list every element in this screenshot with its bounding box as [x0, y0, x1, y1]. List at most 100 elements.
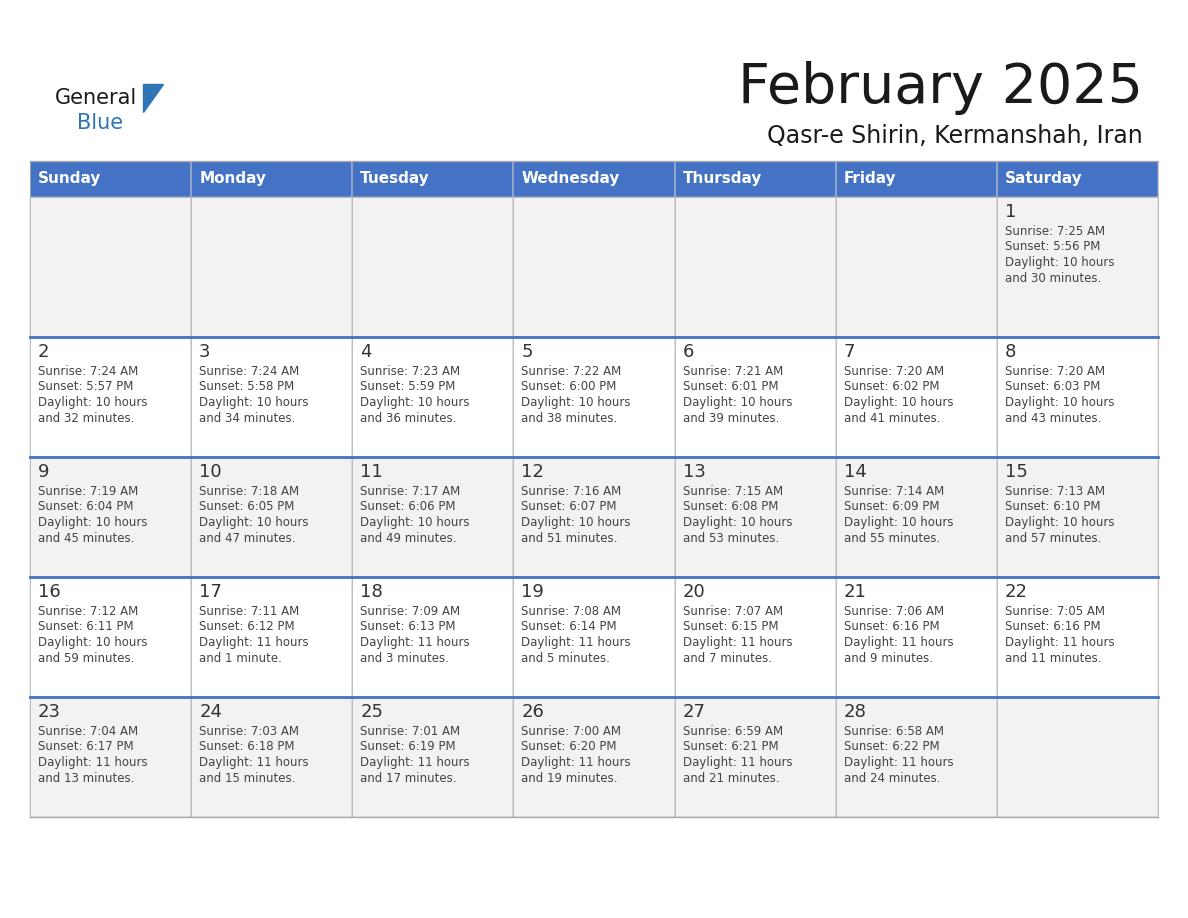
- Text: and 36 minutes.: and 36 minutes.: [360, 411, 456, 424]
- Text: and 21 minutes.: and 21 minutes.: [683, 771, 779, 785]
- Text: Sunset: 6:13 PM: Sunset: 6:13 PM: [360, 621, 456, 633]
- Text: 24: 24: [200, 703, 222, 721]
- Text: Daylight: 10 hours: Daylight: 10 hours: [360, 516, 469, 529]
- Text: Daylight: 10 hours: Daylight: 10 hours: [843, 396, 953, 409]
- Text: and 19 minutes.: and 19 minutes.: [522, 771, 618, 785]
- Text: Saturday: Saturday: [1005, 172, 1082, 186]
- Bar: [30, 697, 191, 817]
- Text: and 34 minutes.: and 34 minutes.: [200, 411, 296, 424]
- Text: Sunrise: 7:24 AM: Sunrise: 7:24 AM: [38, 365, 138, 378]
- Text: 2: 2: [38, 343, 50, 361]
- Text: Daylight: 10 hours: Daylight: 10 hours: [522, 396, 631, 409]
- Bar: [675, 197, 835, 337]
- Bar: [835, 337, 997, 457]
- Bar: [997, 161, 1158, 197]
- Text: Sunrise: 7:03 AM: Sunrise: 7:03 AM: [200, 725, 299, 738]
- Text: Daylight: 10 hours: Daylight: 10 hours: [683, 396, 792, 409]
- Text: and 51 minutes.: and 51 minutes.: [522, 532, 618, 544]
- Text: 25: 25: [360, 703, 384, 721]
- Text: Daylight: 10 hours: Daylight: 10 hours: [522, 516, 631, 529]
- Text: Sunrise: 7:09 AM: Sunrise: 7:09 AM: [360, 605, 461, 618]
- Bar: [835, 577, 997, 697]
- Bar: [353, 457, 513, 577]
- Text: 19: 19: [522, 583, 544, 601]
- Text: Monday: Monday: [200, 172, 266, 186]
- Text: Daylight: 10 hours: Daylight: 10 hours: [200, 396, 309, 409]
- Text: Sunrise: 7:13 AM: Sunrise: 7:13 AM: [1005, 485, 1105, 498]
- Text: Sunset: 6:17 PM: Sunset: 6:17 PM: [38, 741, 133, 754]
- Text: 26: 26: [522, 703, 544, 721]
- Text: Sunset: 6:05 PM: Sunset: 6:05 PM: [200, 500, 295, 513]
- Text: Daylight: 10 hours: Daylight: 10 hours: [38, 636, 147, 649]
- Text: and 1 minute.: and 1 minute.: [200, 652, 282, 665]
- Text: Daylight: 11 hours: Daylight: 11 hours: [522, 756, 631, 769]
- Text: Sunrise: 7:18 AM: Sunrise: 7:18 AM: [200, 485, 299, 498]
- Text: Sunset: 6:15 PM: Sunset: 6:15 PM: [683, 621, 778, 633]
- Text: Sunrise: 7:20 AM: Sunrise: 7:20 AM: [843, 365, 943, 378]
- Text: and 32 minutes.: and 32 minutes.: [38, 411, 134, 424]
- Bar: [513, 161, 675, 197]
- Text: Sunset: 5:58 PM: Sunset: 5:58 PM: [200, 380, 295, 394]
- Text: Sunrise: 7:07 AM: Sunrise: 7:07 AM: [683, 605, 783, 618]
- Text: Sunset: 6:14 PM: Sunset: 6:14 PM: [522, 621, 617, 633]
- Text: and 7 minutes.: and 7 minutes.: [683, 652, 771, 665]
- Text: Sunrise: 7:01 AM: Sunrise: 7:01 AM: [360, 725, 461, 738]
- Bar: [30, 197, 191, 337]
- Text: Friday: Friday: [843, 172, 896, 186]
- Text: Daylight: 10 hours: Daylight: 10 hours: [843, 516, 953, 529]
- Bar: [353, 577, 513, 697]
- Text: and 9 minutes.: and 9 minutes.: [843, 652, 933, 665]
- Text: 27: 27: [683, 703, 706, 721]
- Text: 16: 16: [38, 583, 61, 601]
- Text: Daylight: 11 hours: Daylight: 11 hours: [360, 756, 470, 769]
- Text: Daylight: 11 hours: Daylight: 11 hours: [522, 636, 631, 649]
- Text: Daylight: 11 hours: Daylight: 11 hours: [360, 636, 470, 649]
- Text: Sunset: 6:21 PM: Sunset: 6:21 PM: [683, 741, 778, 754]
- Text: Sunrise: 7:16 AM: Sunrise: 7:16 AM: [522, 485, 621, 498]
- Bar: [30, 161, 191, 197]
- Bar: [191, 337, 353, 457]
- Bar: [513, 457, 675, 577]
- Text: Sunset: 6:16 PM: Sunset: 6:16 PM: [1005, 621, 1100, 633]
- Text: and 5 minutes.: and 5 minutes.: [522, 652, 611, 665]
- Text: Sunrise: 7:05 AM: Sunrise: 7:05 AM: [1005, 605, 1105, 618]
- Bar: [997, 197, 1158, 337]
- Text: and 47 minutes.: and 47 minutes.: [200, 532, 296, 544]
- Text: Sunset: 6:18 PM: Sunset: 6:18 PM: [200, 741, 295, 754]
- Text: 11: 11: [360, 463, 383, 481]
- Text: 1: 1: [1005, 203, 1016, 221]
- Text: Sunset: 6:19 PM: Sunset: 6:19 PM: [360, 741, 456, 754]
- Text: Sunrise: 7:00 AM: Sunrise: 7:00 AM: [522, 725, 621, 738]
- Text: Sunrise: 7:20 AM: Sunrise: 7:20 AM: [1005, 365, 1105, 378]
- Text: and 17 minutes.: and 17 minutes.: [360, 771, 456, 785]
- Text: 14: 14: [843, 463, 866, 481]
- Bar: [835, 457, 997, 577]
- Text: Sunset: 6:00 PM: Sunset: 6:00 PM: [522, 380, 617, 394]
- Text: Sunset: 6:04 PM: Sunset: 6:04 PM: [38, 500, 133, 513]
- Text: 13: 13: [683, 463, 706, 481]
- Text: Sunday: Sunday: [38, 172, 101, 186]
- Bar: [513, 337, 675, 457]
- Bar: [353, 697, 513, 817]
- Text: 10: 10: [200, 463, 222, 481]
- Text: Daylight: 11 hours: Daylight: 11 hours: [1005, 636, 1114, 649]
- Bar: [191, 457, 353, 577]
- Text: Sunset: 6:20 PM: Sunset: 6:20 PM: [522, 741, 617, 754]
- Text: 20: 20: [683, 583, 706, 601]
- Bar: [30, 577, 191, 697]
- Text: Daylight: 10 hours: Daylight: 10 hours: [200, 516, 309, 529]
- Text: Qasr-e Shirin, Kermanshah, Iran: Qasr-e Shirin, Kermanshah, Iran: [767, 124, 1143, 148]
- Text: Sunrise: 7:11 AM: Sunrise: 7:11 AM: [200, 605, 299, 618]
- Text: and 30 minutes.: and 30 minutes.: [1005, 272, 1101, 285]
- Text: Daylight: 10 hours: Daylight: 10 hours: [1005, 516, 1114, 529]
- Bar: [191, 577, 353, 697]
- Bar: [675, 577, 835, 697]
- Bar: [191, 697, 353, 817]
- Text: Daylight: 11 hours: Daylight: 11 hours: [683, 636, 792, 649]
- Text: General: General: [55, 88, 138, 108]
- Text: 18: 18: [360, 583, 383, 601]
- Text: Blue: Blue: [77, 113, 124, 133]
- Bar: [191, 161, 353, 197]
- Text: and 24 minutes.: and 24 minutes.: [843, 771, 940, 785]
- Text: and 41 minutes.: and 41 minutes.: [843, 411, 940, 424]
